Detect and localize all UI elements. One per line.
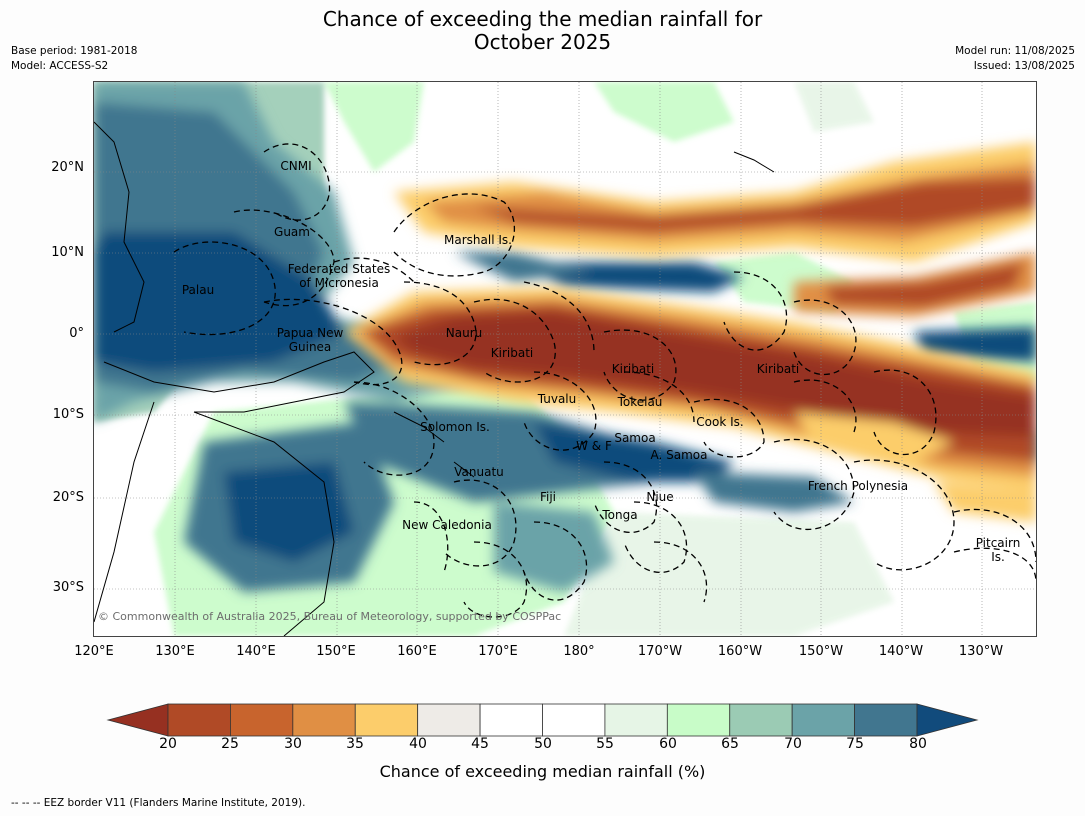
colorbar-cell-60	[666, 703, 731, 737]
lon-label-130w: 130°W	[958, 644, 1004, 659]
lat-label-20s: 20°S	[52, 490, 84, 505]
place-label-nauru: Nauru	[445, 326, 483, 340]
place-label-kiribati-2: Kiribati	[611, 362, 655, 376]
copyright-credit: © Commonwealth of Australia 2025, Bureau…	[98, 610, 562, 623]
place-label-palau: Palau	[181, 283, 215, 297]
colorbar-high-extend	[916, 703, 979, 737]
colorbar-tick-70: 70	[784, 736, 802, 752]
chart-title: Chance of exceeding the median rainfall …	[0, 8, 1085, 54]
rainfall-map	[93, 81, 1037, 637]
lat-label-0: 0°	[69, 326, 84, 341]
lat-label-20n: 20°N	[51, 160, 84, 175]
base-period-text: Base period: 1981-2018	[11, 45, 138, 57]
colorbar-cells	[167, 703, 918, 737]
lat-label-30s: 30°S	[52, 580, 84, 595]
colorbar-tick-80: 80	[909, 736, 927, 752]
eez-legend-note: -- -- -- EEZ border V11 (Flanders Marine…	[11, 797, 306, 809]
lon-label-150e: 150°E	[316, 644, 356, 659]
colorbar-cell-35	[354, 703, 419, 737]
place-label-wallis-futuna: W & F	[576, 439, 612, 453]
lon-label-180: 180°	[563, 644, 595, 659]
meta-right: Model run: 11/08/2025 Issued: 13/08/2025	[955, 44, 1075, 74]
colorbar-cell-75	[854, 703, 918, 737]
colorbar-cell-40	[417, 703, 481, 737]
lon-label-150w: 150°W	[798, 644, 844, 659]
colorbar-cell-45	[479, 703, 543, 737]
colorbar-cell-50	[542, 703, 606, 737]
colorbar-tick-60: 60	[659, 736, 677, 752]
lon-label-130e: 130°E	[155, 644, 195, 659]
place-label-cnmi: CNMI	[280, 159, 312, 173]
place-label-micronesia: Federated States of Micronesia	[287, 262, 391, 290]
colorbar-tick-20: 20	[159, 736, 177, 752]
lat-label-10n: 10°N	[51, 245, 84, 260]
colorbar-tick-45: 45	[471, 736, 489, 752]
model-text: Model: ACCESS-S2	[11, 60, 109, 72]
place-label-samoa: Samoa	[614, 431, 656, 445]
place-label-tokelau: Tokelau	[617, 395, 663, 409]
colorbar-tick-65: 65	[721, 736, 739, 752]
colorbar-tick-75: 75	[846, 736, 864, 752]
place-label-new-caledonia: New Caledonia	[402, 518, 492, 532]
colorbar-tick-40: 40	[409, 736, 427, 752]
title-line-2: October 2025	[473, 30, 612, 54]
place-label-kiribati-1: Kiribati	[490, 346, 534, 360]
lon-label-160w: 160°W	[717, 644, 763, 659]
lon-label-170e: 170°E	[478, 644, 518, 659]
colorbar-tick-25: 25	[221, 736, 239, 752]
title-line-1: Chance of exceeding the median rainfall …	[322, 7, 763, 31]
place-label-solomon-is: Solomon Is.	[420, 420, 490, 434]
place-label-american-samoa: A. Samoa	[650, 448, 708, 462]
place-label-png: Papua New Guinea	[276, 326, 344, 354]
lat-label-10s: 10°S	[52, 407, 84, 422]
place-label-marshall-is: Marshall Is.	[444, 233, 512, 247]
place-label-french-polynesia: French Polynesia	[807, 479, 909, 493]
colorbar-tick-30: 30	[284, 736, 302, 752]
colorbar-cell-20	[167, 703, 231, 737]
place-label-tonga: Tonga	[602, 508, 638, 522]
colorbar-cell-30	[292, 703, 356, 737]
colorbar-title: Chance of exceeding median rainfall (%)	[379, 762, 706, 781]
lon-label-140e: 140°E	[236, 644, 276, 659]
colorbar-cell-65	[729, 703, 793, 737]
colorbar-tick-55: 55	[596, 736, 614, 752]
place-label-niue: Niue	[646, 490, 674, 504]
colorbar-low-extend	[106, 703, 169, 737]
colorbar-cell-25	[230, 703, 294, 737]
meta-left: Base period: 1981-2018 Model: ACCESS-S2	[11, 44, 137, 74]
lon-label-160e: 160°E	[397, 644, 437, 659]
colorbar-tick-50: 50	[534, 736, 552, 752]
colorbar-cell-55	[604, 703, 668, 737]
place-label-guam: Guam	[274, 225, 310, 239]
lon-label-140w: 140°W	[878, 644, 924, 659]
colorbar	[106, 703, 979, 737]
colorbar-cell-70	[791, 703, 855, 737]
place-label-vanuatu: Vanuatu	[454, 465, 504, 479]
place-label-pitcairn-is: Pitcairn Is.	[975, 536, 1021, 564]
issued-text: Issued: 13/08/2025	[973, 60, 1075, 72]
lon-label-170w: 170°W	[637, 644, 683, 659]
colorbar-tick-35: 35	[346, 736, 364, 752]
lon-label-120e: 120°E	[74, 644, 114, 659]
model-run-text: Model run: 11/08/2025	[955, 45, 1075, 57]
place-label-tuvalu: Tuvalu	[537, 392, 577, 406]
place-label-cook-is: Cook Is.	[696, 415, 744, 429]
map-svg	[94, 82, 1036, 636]
place-label-kiribati-3: Kiribati	[756, 362, 800, 376]
place-label-fiji: Fiji	[539, 490, 557, 504]
